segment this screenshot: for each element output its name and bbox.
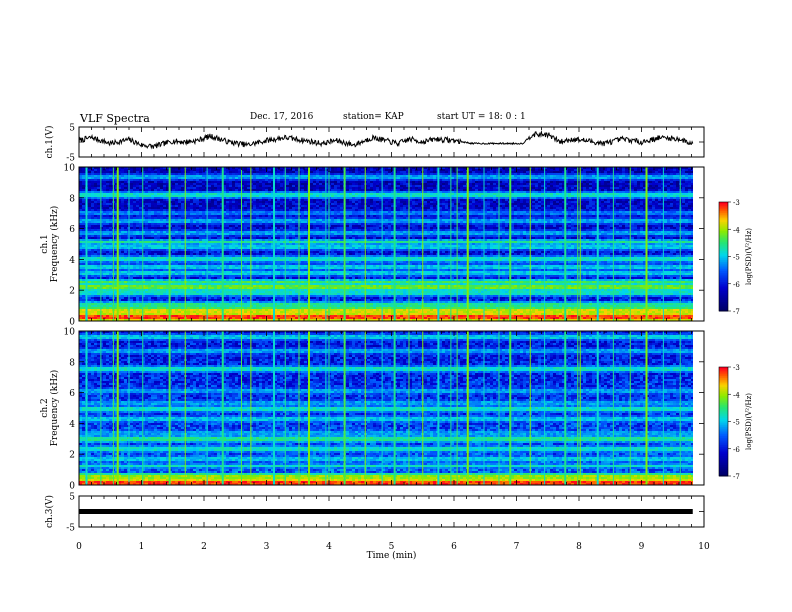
ch3-waveform-ytick-label: -5 bbox=[66, 524, 75, 534]
vlf-figure: 5-5ch.1(V)0246810ch.1 Frequency (kHz)-3-4… bbox=[0, 0, 792, 612]
ch2-spectrogram-colorbar-tick-label: -3 bbox=[733, 364, 740, 372]
ch2-spectrogram-ylabel: Frequency (kHz) bbox=[49, 370, 60, 447]
ch3-waveform-ylabel: ch.3(V) bbox=[44, 495, 55, 528]
ch2-spectrogram-colorbar-tick-label: -7 bbox=[733, 473, 740, 481]
ch1-spectrogram-ylabel: ch.1 bbox=[40, 234, 50, 253]
ch3-waveform-ytick-label: 5 bbox=[69, 493, 75, 503]
ch1-spectrogram-ytick-label: 4 bbox=[69, 256, 75, 266]
x-tick-label: 0 bbox=[76, 542, 82, 552]
ch2-spectrogram-ytick-label: 6 bbox=[69, 389, 75, 399]
ch2-spectrogram-ytick-label: 8 bbox=[69, 358, 75, 368]
ch1-spectrogram-colorbar-tick-label: -5 bbox=[733, 254, 740, 262]
ch1-spectrogram-nodata bbox=[693, 167, 704, 321]
ch1-waveform-ytick-label: 5 bbox=[69, 124, 75, 134]
ch1-spectrogram-colorbar-tick-label: -6 bbox=[733, 281, 740, 289]
ch1-spectrogram-colorbar-label: log(PSD)(V²/Hz) bbox=[745, 228, 753, 285]
ch2-spectrogram-colorbar-tick-label: -6 bbox=[733, 446, 740, 454]
x-tick-label: 8 bbox=[576, 542, 582, 552]
x-tick-label: 9 bbox=[639, 542, 645, 552]
ch1-waveform-ytick-label: -5 bbox=[66, 154, 75, 164]
x-tick-label: 10 bbox=[698, 542, 710, 552]
ch2-spectrogram-cells bbox=[79, 331, 694, 485]
x-tick-label: 4 bbox=[326, 542, 332, 552]
ch1-spectrogram-ytick-label: 0 bbox=[69, 318, 75, 328]
x-tick-label: 6 bbox=[451, 542, 457, 552]
ch1-spectrogram-colorbar-tick-label: -7 bbox=[733, 308, 740, 316]
ch2-spectrogram-colorbar-label: log(PSD)(V²/Hz) bbox=[745, 393, 753, 450]
ch1-spectrogram-ytick-label: 8 bbox=[69, 194, 75, 204]
ch1-spectrogram-ylabel: Frequency (kHz) bbox=[49, 206, 60, 283]
ch2-spectrogram-ytick-label: 0 bbox=[69, 482, 75, 492]
x-tick-label: 3 bbox=[264, 542, 270, 552]
ch1-waveform-ylabel: ch.1(V) bbox=[44, 126, 55, 159]
ch2-spectrogram-nodata bbox=[693, 331, 704, 485]
ch1-spectrogram-colorbar-tick-label: -3 bbox=[733, 199, 740, 207]
ch2-spectrogram-ytick-label: 2 bbox=[69, 451, 75, 461]
ch2-spectrogram-ytick-label: 4 bbox=[69, 420, 75, 430]
ch1-spectrogram-colorbar-tick-label: -4 bbox=[733, 226, 740, 234]
x-axis-title: Time (min) bbox=[367, 550, 417, 561]
ch1-spectrogram-cells bbox=[79, 167, 694, 321]
ch1-spectrogram-ytick-label: 2 bbox=[69, 287, 75, 297]
ch1-waveform-line bbox=[79, 132, 693, 149]
x-tick-label: 2 bbox=[201, 542, 207, 552]
ch1-spectrogram-ytick-label: 10 bbox=[64, 164, 76, 174]
ch2-spectrogram-colorbar-tick-label: -4 bbox=[733, 391, 740, 399]
x-tick-label: 7 bbox=[514, 542, 520, 552]
ch1-spectrogram-ytick-label: 6 bbox=[69, 225, 75, 235]
x-tick-label: 1 bbox=[139, 542, 145, 552]
ch2-spectrogram-ytick-label: 10 bbox=[64, 328, 76, 338]
ch2-spectrogram-ylabel: ch.2 bbox=[40, 398, 50, 417]
ch2-spectrogram-colorbar-tick-label: -5 bbox=[733, 419, 740, 427]
